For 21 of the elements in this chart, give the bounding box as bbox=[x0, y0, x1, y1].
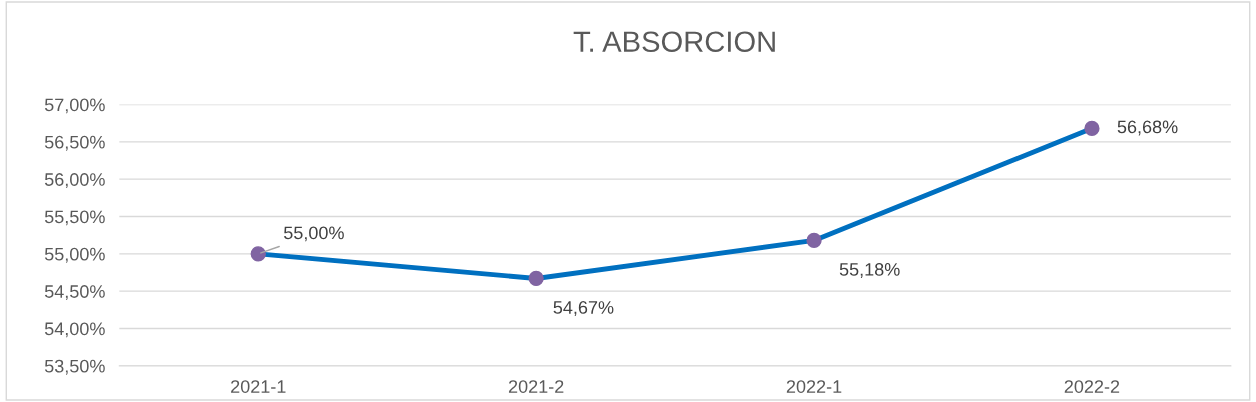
y-tick-label: 56,50% bbox=[44, 135, 105, 151]
x-tick-label: 2022-1 bbox=[786, 380, 842, 393]
chart-title: T. ABSORCION bbox=[573, 31, 775, 53]
data-label: 55,00% bbox=[283, 226, 344, 242]
x-tick-label: 2021-1 bbox=[231, 380, 286, 393]
y-tick-label: 54,50% bbox=[44, 285, 105, 301]
y-tick-label: 53,50% bbox=[44, 359, 105, 375]
point bbox=[806, 232, 822, 249]
data-label: 54,67% bbox=[553, 301, 614, 317]
data-label: 55,18% bbox=[839, 263, 900, 278]
y-tick-label: 54,00% bbox=[44, 322, 105, 338]
point bbox=[1084, 120, 1100, 137]
y-tick-label: 56,00% bbox=[44, 173, 105, 189]
point bbox=[250, 246, 266, 262]
x-tick-label: 2022-2 bbox=[1064, 380, 1120, 393]
y-tick-label: 57,00% bbox=[44, 98, 105, 114]
point bbox=[528, 270, 544, 287]
y-tick-label: 55,00% bbox=[44, 247, 105, 263]
x-tick-label: 2021-2 bbox=[508, 380, 564, 393]
data-label: 56,68% bbox=[1117, 120, 1178, 136]
y-tick-label: 55,50% bbox=[44, 210, 105, 226]
